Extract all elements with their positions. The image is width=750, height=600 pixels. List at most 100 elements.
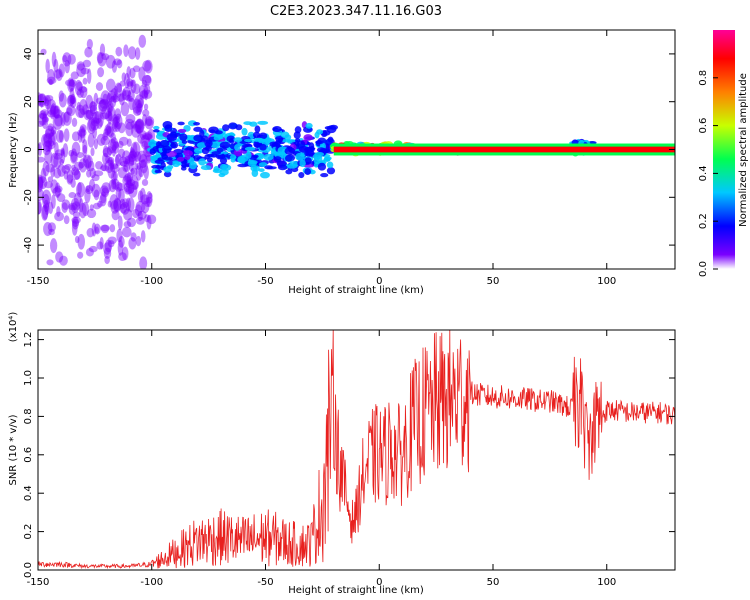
heatmap-y-tick-label: 0 <box>23 146 34 152</box>
heatmap-cell <box>117 215 123 231</box>
heatmap-cell <box>105 54 116 69</box>
heatmap-cell <box>127 197 135 213</box>
heatmap-cell <box>82 59 92 68</box>
heatmap-cell <box>112 93 118 103</box>
heatmap-cell <box>153 125 160 130</box>
heatmap-cell <box>123 220 132 228</box>
heatmap-cell <box>258 132 268 140</box>
heatmap-cell <box>130 148 136 160</box>
heatmap-cell <box>43 133 53 148</box>
heatmap-cell <box>42 204 49 220</box>
heatmap-cell <box>135 216 145 225</box>
heatmap-cell <box>47 137 53 145</box>
heatmap-cell <box>68 149 75 157</box>
heatmap-cell <box>208 126 219 134</box>
heatmap-cell <box>81 201 90 217</box>
heatmap-cell <box>94 111 100 125</box>
heatmap-cell <box>130 79 137 94</box>
heatmap-cell <box>115 153 122 167</box>
heatmap-cell <box>123 159 131 173</box>
heatmap-cell <box>70 148 78 163</box>
heatmap-cell <box>161 145 172 154</box>
heatmap-cell <box>78 202 87 219</box>
heatmap-cell <box>56 193 66 202</box>
heatmap-cell <box>244 146 256 151</box>
heatmap-cell <box>129 146 134 159</box>
heatmap-cell <box>119 160 130 168</box>
heatmap-cell <box>326 161 334 169</box>
heatmap-x-tick-label: -150 <box>27 276 50 287</box>
heatmap-cell <box>107 200 112 208</box>
heatmap-cell <box>38 176 44 191</box>
heatmap-cell <box>147 214 157 225</box>
heatmap-cell <box>56 205 61 218</box>
heatmap-cell <box>144 118 154 130</box>
heatmap-cell <box>125 186 135 194</box>
heatmap-cell <box>144 89 153 99</box>
heatmap-cell <box>136 162 141 170</box>
heatmap-cell <box>100 135 111 146</box>
heatmap-cell <box>155 144 165 149</box>
heatmap-cell <box>38 156 46 163</box>
snr-y-tick-label: 0.0 <box>23 562 34 578</box>
heatmap-cell <box>135 118 143 130</box>
heatmap-cell <box>109 95 117 108</box>
heatmap-y-tick-label: 40 <box>23 48 34 61</box>
heatmap-cell <box>237 156 246 164</box>
heatmap-cell <box>272 126 282 133</box>
heatmap-cell <box>116 183 126 191</box>
heatmap-cell <box>99 112 110 120</box>
heatmap-cell <box>61 202 68 213</box>
heatmap-cell <box>118 188 125 203</box>
heatmap-cell <box>106 122 114 137</box>
heatmap-cell <box>99 236 104 250</box>
heatmap-cell <box>121 150 131 165</box>
heatmap-cell <box>66 107 73 115</box>
heatmap-cell <box>113 198 122 212</box>
snr-y-axis-label: SNR (10 * v/v) <box>8 414 19 485</box>
heatmap-cell <box>71 220 78 236</box>
heatmap-cell <box>100 224 110 234</box>
heatmap-cell <box>67 77 75 93</box>
heatmap-x-tick-label: 50 <box>487 276 500 287</box>
snr-y-multiplier: (x10⁴) <box>8 312 19 343</box>
snr-x-tick-label: 0 <box>376 577 382 588</box>
heatmap-cell <box>259 143 267 151</box>
heatmap-cell <box>304 168 312 176</box>
heatmap-cell <box>82 77 88 85</box>
heatmap-cell <box>120 101 130 117</box>
heatmap-cell <box>113 197 122 213</box>
snr-x-tick-label: -100 <box>140 577 163 588</box>
heatmap-cell <box>76 63 87 78</box>
heatmap-cell <box>298 171 305 179</box>
heatmap-cell <box>64 59 70 74</box>
heatmap-cell <box>144 74 152 84</box>
heatmap-cell <box>52 114 63 130</box>
heatmap-cell <box>263 153 274 161</box>
heatmap-cell <box>105 155 111 164</box>
heatmap-y-tick-label: 20 <box>23 95 34 108</box>
heatmap-cell <box>38 188 44 201</box>
heatmap-cell <box>138 66 146 82</box>
heatmap-cell <box>121 89 127 101</box>
snr-x-tick-label: -150 <box>27 577 50 588</box>
heatmap-cell <box>49 238 58 254</box>
heatmap-cell <box>85 158 90 170</box>
heatmap-cell <box>68 192 77 199</box>
heatmap-cell <box>80 127 86 144</box>
heatmap-cell <box>96 51 104 64</box>
heatmap-cell <box>134 47 141 60</box>
figure-title: C2E3.2023.347.11.16.G03 <box>270 4 442 19</box>
heatmap-cell <box>101 53 110 61</box>
heatmap-cell <box>79 86 88 99</box>
heatmap-cell <box>210 141 221 149</box>
heatmap-cell <box>97 67 105 78</box>
heatmap-cell <box>48 228 55 236</box>
heatmap-cell <box>78 158 88 173</box>
heatmap-cell <box>140 135 151 150</box>
heatmap-cell <box>136 124 142 135</box>
heatmap-cell <box>139 130 147 140</box>
heatmap-cell <box>123 208 133 221</box>
heatmap-cell <box>219 141 231 149</box>
heatmap-cell <box>134 204 143 217</box>
